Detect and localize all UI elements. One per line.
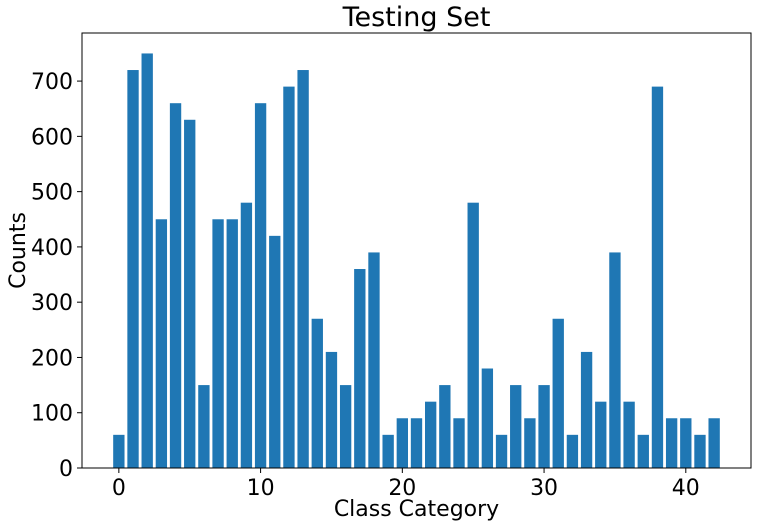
- bar-class-10: [254, 103, 267, 468]
- bar-class-16: [339, 385, 352, 468]
- bar-class-17: [354, 269, 366, 468]
- bar-class-33: [580, 351, 593, 468]
- bar-class-18: [368, 252, 380, 468]
- bar-class-0: [113, 434, 125, 468]
- bar-class-26: [481, 368, 494, 468]
- bar-class-12: [283, 86, 295, 468]
- y-tick-label: 0: [59, 457, 73, 482]
- bar-class-15: [325, 351, 338, 468]
- bar-class-41: [694, 434, 706, 468]
- x-axis: 0 10 20 30 40: [112, 468, 700, 501]
- chart-title: Testing Set: [342, 2, 491, 33]
- bar-class-21: [410, 418, 423, 468]
- bar-class-4: [169, 103, 182, 468]
- bar-class-40: [680, 418, 692, 468]
- bar-class-11: [269, 235, 281, 468]
- bar-class-28: [510, 385, 522, 468]
- x-tick-label: 0: [112, 476, 126, 501]
- bar-class-38: [651, 86, 664, 468]
- bar-class-20: [396, 418, 408, 468]
- y-tick-label: 600: [31, 125, 73, 150]
- x-tick-label: 20: [388, 476, 416, 501]
- bar-class-23: [439, 385, 451, 468]
- y-axis-title: Counts: [6, 212, 31, 289]
- y-tick-label: 400: [31, 236, 73, 261]
- bars-group: [113, 53, 720, 469]
- bar-class-24: [453, 418, 465, 468]
- bar-class-32: [566, 434, 579, 468]
- bar-class-9: [240, 202, 253, 468]
- bar-class-19: [382, 434, 394, 468]
- y-axis: 0 100 200 300 400 500 600 700: [31, 70, 82, 482]
- bar-class-39: [665, 418, 678, 468]
- x-tick-label: 40: [672, 476, 700, 501]
- bar-class-22: [425, 401, 437, 468]
- x-axis-title: Class Category: [334, 497, 499, 522]
- y-tick-label: 100: [31, 402, 73, 427]
- bar-class-6: [198, 385, 210, 468]
- bar-class-8: [226, 219, 238, 468]
- bar-class-42: [708, 418, 720, 468]
- x-tick-label: 30: [530, 476, 558, 501]
- y-tick-label: 700: [31, 70, 73, 95]
- bar-class-37: [637, 434, 649, 468]
- bar-class-1: [127, 70, 139, 469]
- bar-class-14: [311, 318, 323, 468]
- bar-class-5: [184, 119, 196, 469]
- bar-class-7: [212, 219, 224, 468]
- bar-class-31: [552, 318, 564, 468]
- bar-class-2: [141, 53, 153, 468]
- bar-class-25: [467, 202, 479, 468]
- x-tick-label: 10: [247, 476, 275, 501]
- y-tick-label: 300: [31, 291, 73, 316]
- bar-class-27: [495, 434, 508, 468]
- bar-class-35: [609, 252, 621, 468]
- bar-class-3: [155, 219, 168, 468]
- bar-class-30: [538, 385, 550, 468]
- bar-class-34: [595, 401, 607, 468]
- bar-class-13: [297, 70, 309, 469]
- plot-frame: [81, 32, 752, 469]
- y-tick-label: 200: [31, 346, 73, 371]
- bar-class-29: [524, 418, 536, 468]
- y-tick-label: 500: [31, 181, 73, 206]
- bar-class-36: [623, 401, 635, 468]
